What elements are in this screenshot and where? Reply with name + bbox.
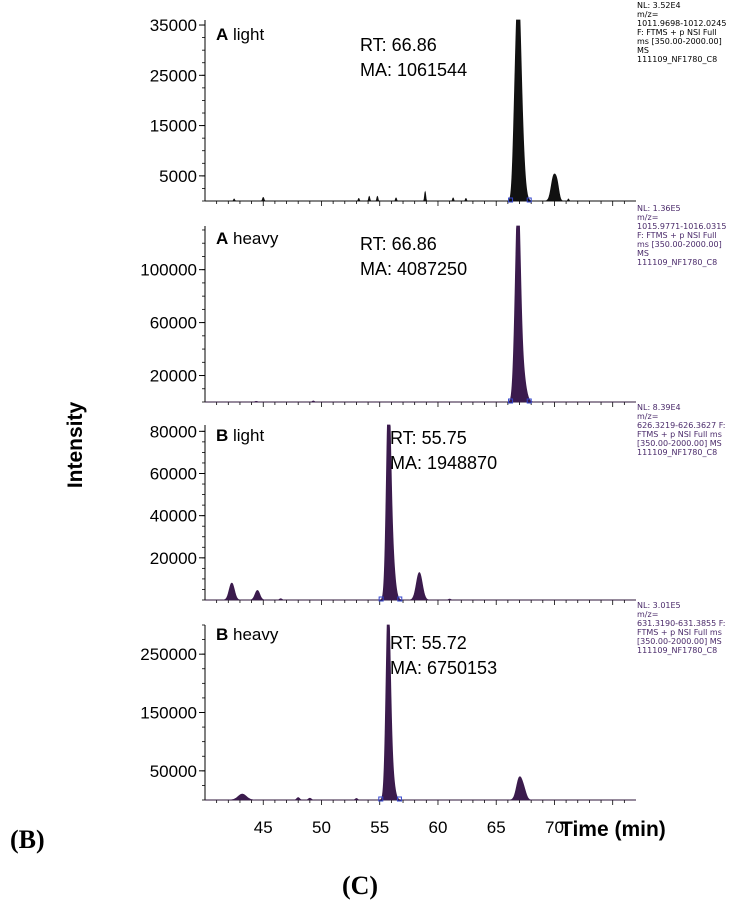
y-tick-label: 5000 [159,167,197,186]
peak-start-marker [378,796,384,802]
panel-label: A heavy [216,229,279,248]
y-tick-label: 250000 [140,645,197,664]
ma-annotation: MA: 1061544 [360,60,467,80]
chromatogram-trace [205,225,636,403]
y-tick-label: 50000 [150,762,197,781]
scan-info-line: m/z= [637,610,658,619]
y-tick-label: 80000 [150,422,197,441]
chromatogram-trace [205,19,636,202]
peak-end-marker [526,197,532,203]
scan-info-line: NL: 1.36E5 [637,204,681,213]
panel-letter: B [216,625,228,644]
panel-name: light [228,25,264,44]
scan-info-line: NL: 3.52E4 [637,1,681,10]
x-tick-label: 65 [487,818,506,837]
ma-annotation: MA: 1948870 [390,453,497,473]
chromatogram-trace [205,424,636,601]
y-tick-label: 40000 [150,507,197,526]
peak-start-marker [508,398,514,404]
scan-info-line: 111109_NF1780_C8 [637,55,717,64]
peak-end-marker [526,398,532,404]
peak-end-marker [396,796,402,802]
rt-annotation: RT: 55.75 [390,428,467,448]
y-axis-title: Intensity [64,402,87,489]
y-tick-label: 60000 [150,464,197,483]
scan-info-line: MS [637,46,649,55]
panel-letter: B [216,426,228,445]
scan-info-line: m/z= [637,213,658,222]
scan-info-line: m/z= [637,10,658,19]
x-tick-label: 70 [545,818,564,837]
y-tick-label: 25000 [150,66,197,85]
scan-info-line: FTMS + p NSI Full ms [637,628,722,637]
panel-3: 20000 40000 60000 80000 B light RT: 55.75 MA: … [150,403,725,605]
panel-2: 20000 60000 100000 A heavy RT: 66.86 MA: 4087… [140,204,726,407]
panel-letter: A [216,25,228,44]
chromatogram-trace [205,624,636,801]
peak-end-marker [397,596,403,602]
scan-info-line: [350.00-2000.00] MS [637,439,722,448]
scan-info-line: NL: 3.01E5 [637,601,681,610]
scan-info-line: ms [350.00-2000.00] [637,37,722,46]
y-tick-label: 20000 [150,549,197,568]
scan-info-line: 111109_NF1780_C8 [637,258,717,267]
figure-label-c: (C) [342,871,378,900]
scan-info-line: 626.3219-626.3627 F: [637,421,725,430]
y-tick-label: 35000 [150,16,197,35]
scan-info-line: 111109_NF1780_C8 [637,448,717,457]
rt-annotation: RT: 55.72 [390,633,467,653]
y-tick-label: 100000 [140,261,197,280]
x-tick-label: 55 [370,818,389,837]
x-axis-title: Time (min) [560,818,666,841]
scan-info-line: m/z= [637,412,658,421]
panel-name: heavy [228,229,279,248]
scan-info-line: 1011.9698-1012.0245 [637,19,726,28]
scan-info-line: 1015.9771-1016.0315 [637,222,726,231]
scan-info-line: [350.00-2000.00] MS [637,637,722,646]
y-tick-label: 150000 [140,704,197,723]
panels: 5000 15000 25000 35000 A light RT: 66.86 MA: 1… [140,1,726,837]
panel-letter: A [216,229,228,248]
panel-label: B light [216,426,264,445]
panel-name: light [228,426,264,445]
y-tick-label: 15000 [150,117,197,136]
scan-info-line: 631.3190-631.3855 F: [637,619,725,628]
panel-1: 5000 15000 25000 35000 A light RT: 66.86 MA: 1… [150,1,726,206]
peak-start-marker [378,596,384,602]
x-tick-label: 60 [429,818,448,837]
panel-4: 50000 150000 250000 45 50 55 60 65 70 B heavy RT: … [140,601,725,837]
peak-start-marker [508,197,514,203]
scan-info-line: 111109_NF1780_C8 [637,646,717,655]
x-tick-label: 50 [312,818,331,837]
scan-info-line: FTMS + p NSI Full ms [637,430,722,439]
scan-info-line: F: FTMS + p NSI Full [637,28,717,37]
scan-info-line: ms [350.00-2000.00] [637,240,722,249]
panel-label: B heavy [216,625,279,644]
rt-annotation: RT: 66.86 [360,234,437,254]
y-tick-label: 20000 [150,367,197,386]
scan-info-line: NL: 8.39E4 [637,403,681,412]
scan-info-line: F: FTMS + p NSI Full [637,231,717,240]
ma-annotation: MA: 6750153 [390,658,497,678]
ma-annotation: MA: 4087250 [360,259,467,279]
x-tick-label: 45 [254,818,273,837]
rt-annotation: RT: 66.86 [360,35,437,55]
figure-label-b: (B) [10,825,45,854]
panel-name: heavy [228,625,279,644]
scan-info-line: MS [637,249,649,258]
panel-label: A light [216,25,264,44]
y-tick-label: 60000 [150,314,197,333]
